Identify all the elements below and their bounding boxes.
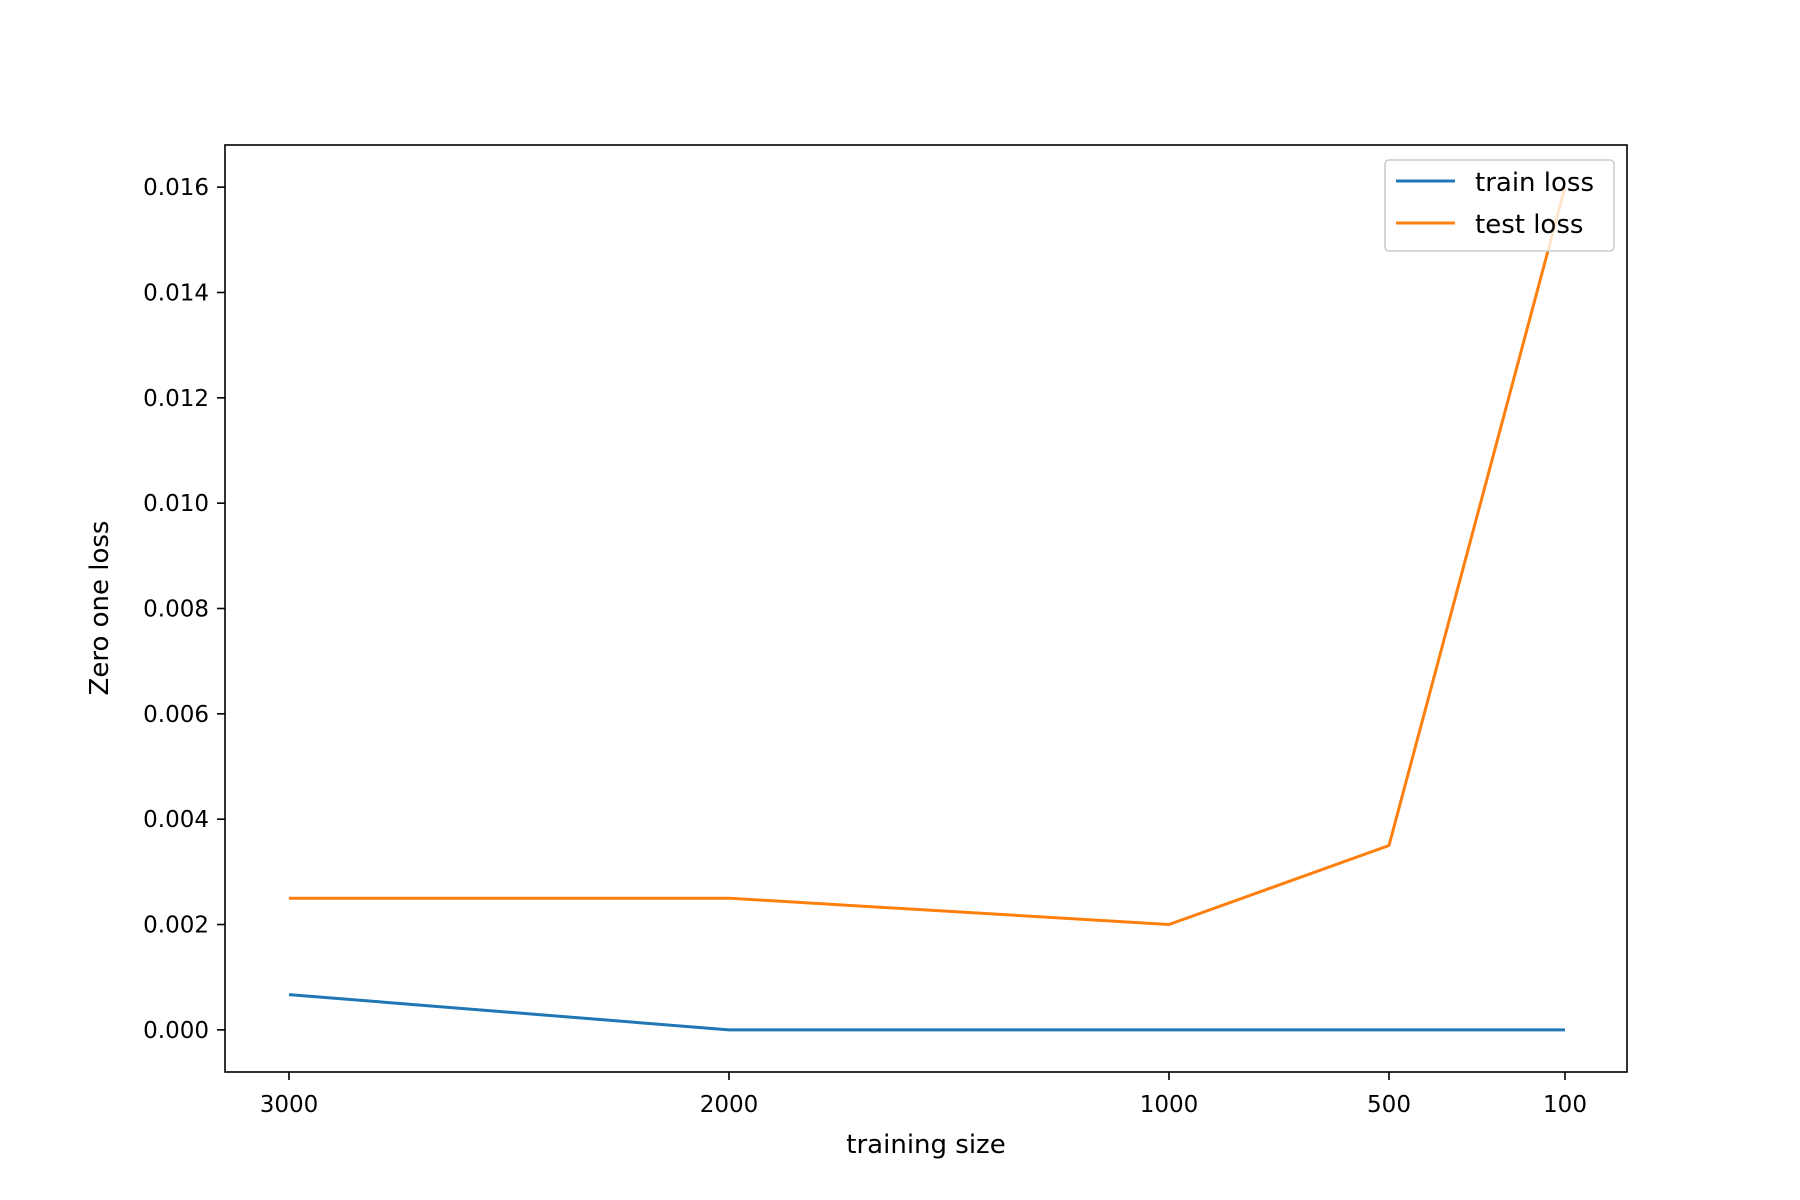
y-axis-ticks: 0.000 0.002 0.004 0.006 0.008 0.010 0.012 0.014…: [143, 175, 225, 1044]
legend-box: [1384, 159, 1615, 252]
series-layer: [288, 186, 1567, 1032]
series-line-train-loss: [288, 993, 1565, 1032]
y-tick-label: 0.002: [143, 913, 209, 939]
x-tick-label: 100: [1543, 1092, 1587, 1118]
x-tick-label: 2000: [700, 1092, 759, 1118]
legend-label-test-loss: test loss: [1475, 210, 1583, 240]
series-line-test-loss: [289, 186, 1567, 927]
x-axis-title: training size: [846, 1130, 1005, 1160]
y-tick-label: 0.004: [143, 807, 209, 833]
x-axis-ticks: 3000 2000 1000 500 100: [260, 1072, 1587, 1118]
y-tick-label: 0.008: [143, 597, 209, 623]
x-tick-label: 1000: [1140, 1092, 1199, 1118]
y-tick-label: 0.012: [143, 386, 209, 412]
y-tick-label: 0.014: [143, 280, 209, 306]
legend-label-train-loss: train loss: [1475, 168, 1594, 198]
y-tick-label: 0.010: [143, 491, 209, 517]
x-tick-label: 3000: [260, 1092, 319, 1118]
y-tick-label: 0.006: [143, 702, 209, 728]
legend: train loss test loss: [1384, 159, 1615, 252]
y-tick-label: 0.016: [143, 175, 209, 201]
y-tick-label: 0.000: [143, 1018, 209, 1044]
x-tick-label: 500: [1367, 1092, 1411, 1118]
y-axis-title: Zero one loss: [85, 521, 115, 696]
